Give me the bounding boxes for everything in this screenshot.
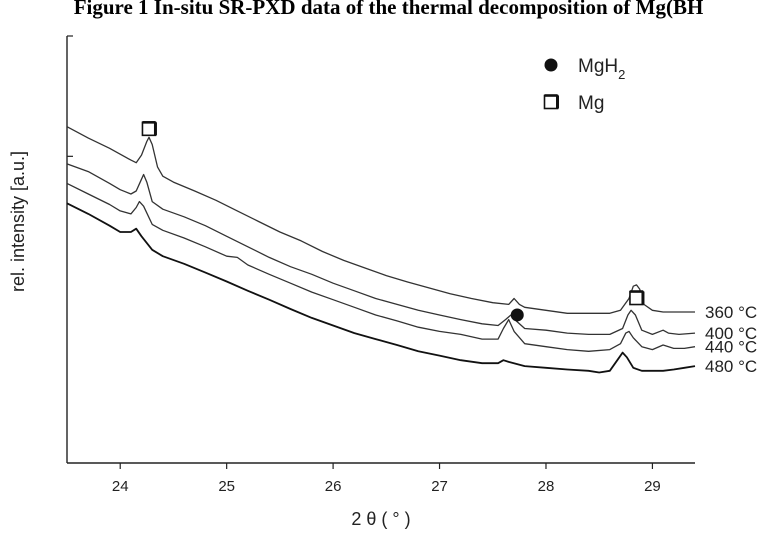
x-tick-label: 24 <box>112 478 129 495</box>
mgh2-peak-marker <box>510 308 524 322</box>
series-line <box>66 202 696 374</box>
legend-label: Mg <box>578 93 604 114</box>
axis-ticks: 24 25 26 27 28 29 <box>67 35 661 495</box>
x-tick-label: 27 <box>431 478 448 495</box>
legend-mgh2-marker <box>544 58 558 72</box>
legend-subscript: 2 <box>618 67 625 82</box>
series-lines <box>66 126 696 374</box>
legend: MgH2 Mg <box>543 56 625 114</box>
mg-peak-marker <box>629 290 645 306</box>
series-label: 480 °C <box>705 357 757 376</box>
series-line <box>66 182 696 352</box>
y-axis-label: rel. intensity [a.u.] <box>8 151 28 292</box>
axes <box>66 36 695 464</box>
x-tick-label: 28 <box>538 478 555 495</box>
x-tick-label: 26 <box>325 478 342 495</box>
series-line <box>66 126 695 314</box>
legend-mg-marker <box>543 94 559 110</box>
peak-markers <box>141 121 645 322</box>
series-line <box>66 163 696 336</box>
mg-peak-marker <box>141 121 157 137</box>
figure-title: Figure 1 In-situ SR-PXD data of the ther… <box>73 0 704 19</box>
x-tick-label: 25 <box>218 478 235 495</box>
series-label: 440 °C <box>705 338 757 357</box>
series-label: 400 °C <box>705 324 757 343</box>
x-axis-label: 2 θ ( ° ) <box>351 509 410 529</box>
series-label: 360 °C <box>705 303 757 322</box>
x-tick-label: 29 <box>644 478 661 495</box>
legend-label: MgH2 <box>578 56 625 82</box>
